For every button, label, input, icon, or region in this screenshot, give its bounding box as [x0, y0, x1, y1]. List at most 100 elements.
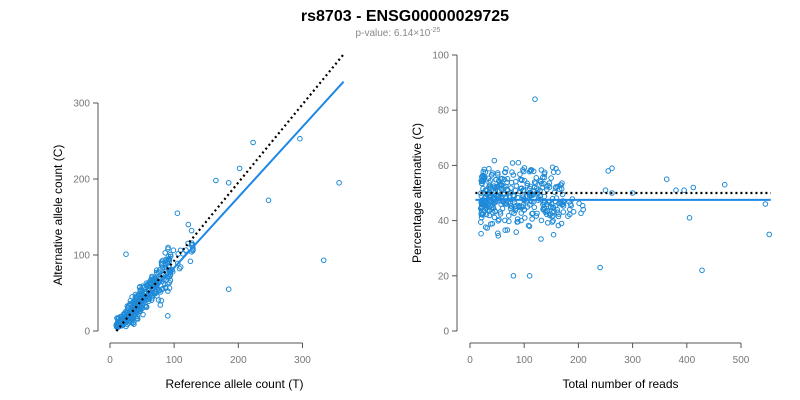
data-point: [478, 219, 484, 225]
x-tick-label: 300: [624, 355, 641, 366]
data-point: [570, 209, 577, 215]
data-point: [498, 186, 505, 192]
data-point: [500, 186, 507, 192]
data-point: [502, 169, 508, 175]
data-point: [559, 180, 565, 186]
data-point: [174, 210, 181, 216]
data-point: [185, 240, 191, 247]
data-point: [146, 279, 153, 285]
data-point: [115, 319, 122, 325]
data-point: [488, 172, 495, 178]
data-point: [602, 187, 609, 193]
data-point: [721, 181, 728, 188]
data-point: [597, 264, 603, 271]
y-tick-label: 100: [432, 51, 449, 62]
data-point: [484, 225, 491, 231]
data-point: [225, 286, 232, 293]
data-point: [508, 179, 515, 186]
data-point: [528, 167, 535, 173]
data-point: [478, 190, 484, 196]
x-axis-label: Total number of reads: [562, 377, 678, 391]
data-point: [495, 233, 502, 239]
data-point: [167, 277, 174, 284]
data-point: [499, 205, 506, 212]
data-point: [320, 257, 327, 264]
y-tick-label: 40: [438, 216, 450, 227]
y-tick-label: 300: [73, 99, 90, 110]
data-point: [504, 227, 511, 233]
figure-title: rs8703 - ENSG00000029725: [301, 8, 509, 25]
data-point: [126, 302, 132, 309]
data-point: [150, 283, 157, 289]
y-tick-label: 60: [438, 161, 450, 172]
data-point: [123, 251, 129, 257]
p-value-exponent: -25: [430, 27, 440, 34]
data-point: [526, 273, 533, 279]
data-point: [336, 180, 342, 186]
data-point: [509, 160, 516, 166]
data-point: [176, 265, 183, 272]
data-point: [164, 281, 171, 287]
data-point: [609, 190, 615, 196]
data-point: [548, 203, 554, 210]
x-tick-label: 0: [107, 355, 113, 366]
data-point: [478, 206, 484, 212]
data-point: [152, 290, 159, 297]
data-point: [532, 180, 539, 186]
data-point: [158, 262, 165, 268]
data-point: [487, 184, 494, 190]
data-point: [213, 177, 219, 184]
data-point: [504, 176, 511, 182]
data-point: [514, 216, 521, 222]
data-point: [567, 206, 573, 213]
data-point: [549, 195, 556, 202]
data-point: [506, 218, 512, 225]
data-point: [527, 183, 534, 190]
data-point: [495, 230, 501, 236]
data-point: [533, 213, 540, 219]
data-point: [549, 209, 556, 216]
y-tick-label: 20: [438, 271, 450, 282]
data-point: [762, 201, 769, 207]
data-point: [138, 290, 145, 296]
data-point: [127, 318, 133, 325]
data-point: [165, 313, 171, 319]
data-point: [508, 203, 515, 209]
data-point: [497, 211, 504, 217]
data-point: [501, 176, 508, 183]
data-point: [509, 169, 515, 175]
y-axis-label: Percentage alternative (C): [410, 123, 424, 263]
data-point: [167, 251, 174, 258]
data-point: [517, 176, 524, 183]
data-point: [158, 286, 165, 293]
y-axis-label: Alternative allele count (C): [51, 145, 65, 286]
data-point: [530, 210, 536, 217]
data-point: [501, 200, 508, 207]
data-point: [527, 189, 534, 196]
data-point: [174, 260, 181, 267]
data-point: [556, 211, 562, 217]
data-point: [157, 302, 164, 308]
data-point: [137, 288, 143, 295]
data-point: [511, 210, 517, 217]
data-point: [491, 157, 498, 164]
data-point: [548, 175, 554, 181]
data-point: [550, 231, 557, 238]
data-point: [518, 204, 525, 210]
data-point: [165, 288, 171, 294]
data-point: [265, 197, 272, 204]
data-point: [122, 308, 129, 315]
y-tick-label: 100: [73, 251, 90, 262]
data-point: [515, 159, 522, 166]
data-point: [532, 96, 538, 102]
data-point: [549, 164, 556, 171]
data-point: [185, 221, 192, 228]
data-point: [164, 259, 170, 266]
data-point: [550, 204, 557, 211]
data-point: [546, 212, 553, 219]
data-point: [531, 204, 538, 211]
data-point: [546, 180, 553, 186]
x-tick-label: 400: [678, 355, 695, 366]
data-point: [497, 179, 503, 185]
